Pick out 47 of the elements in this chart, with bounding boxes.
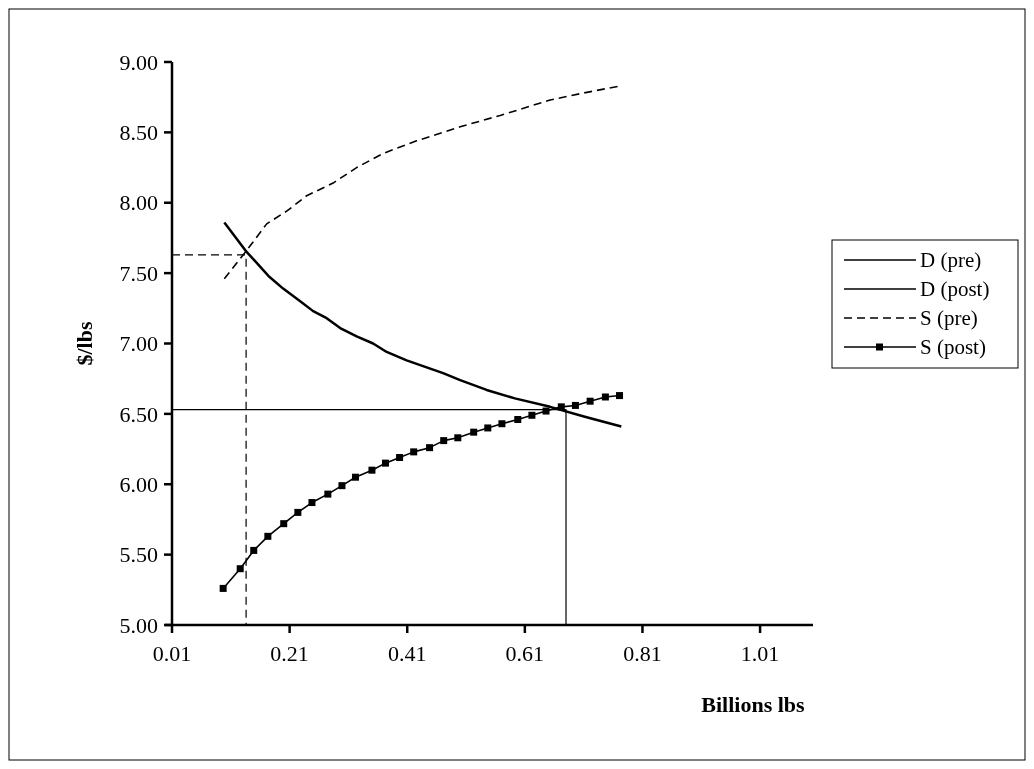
point <box>294 508 302 516</box>
point <box>454 434 462 442</box>
y-tick-label: 8.50 <box>119 120 158 146</box>
point <box>498 420 506 428</box>
legend-label: D (post) <box>920 277 990 302</box>
x-tick-label: 0.41 <box>387 641 427 666</box>
point <box>528 411 536 419</box>
point <box>470 428 478 436</box>
y-tick-label: 6.50 <box>119 401 158 427</box>
x-tick-label: 0.21 <box>270 641 309 666</box>
point <box>426 444 434 452</box>
point <box>571 401 579 409</box>
x-axis-title: Billions lbs <box>701 692 806 717</box>
x-tick-label: 0.01 <box>152 641 192 666</box>
y-tick-label: 5.00 <box>119 612 158 638</box>
point <box>484 424 492 432</box>
point <box>236 565 244 573</box>
y-tick-label: 6.00 <box>119 471 158 497</box>
point <box>219 584 227 592</box>
point <box>514 416 522 424</box>
y-tick-label: 5.50 <box>119 542 158 568</box>
legend-label: S (pre) <box>920 306 978 331</box>
point <box>338 482 346 490</box>
y-tick-label: 7.00 <box>119 331 158 357</box>
point <box>440 437 448 445</box>
point <box>616 392 624 400</box>
point <box>368 466 376 474</box>
x-tick-label: 1.01 <box>740 641 780 666</box>
point <box>351 473 359 481</box>
y-axis-title: $/lbs <box>72 321 97 366</box>
y-tick-label: 9.00 <box>119 49 158 75</box>
y-tick-label: 8.00 <box>119 190 158 216</box>
x-tick-label: 0.81 <box>623 641 662 666</box>
legend-label: S (post) <box>920 335 986 360</box>
y-tick-label: 7.50 <box>119 260 158 286</box>
point <box>264 532 272 540</box>
point <box>586 397 594 405</box>
point <box>396 454 404 462</box>
x-tick-label: 0.61 <box>505 641 545 666</box>
legend-label: D (pre) <box>920 248 982 273</box>
point <box>601 393 609 401</box>
point <box>250 546 258 554</box>
point <box>308 499 316 507</box>
point <box>280 520 288 528</box>
point <box>410 448 418 456</box>
point <box>381 459 389 467</box>
point <box>324 490 332 498</box>
